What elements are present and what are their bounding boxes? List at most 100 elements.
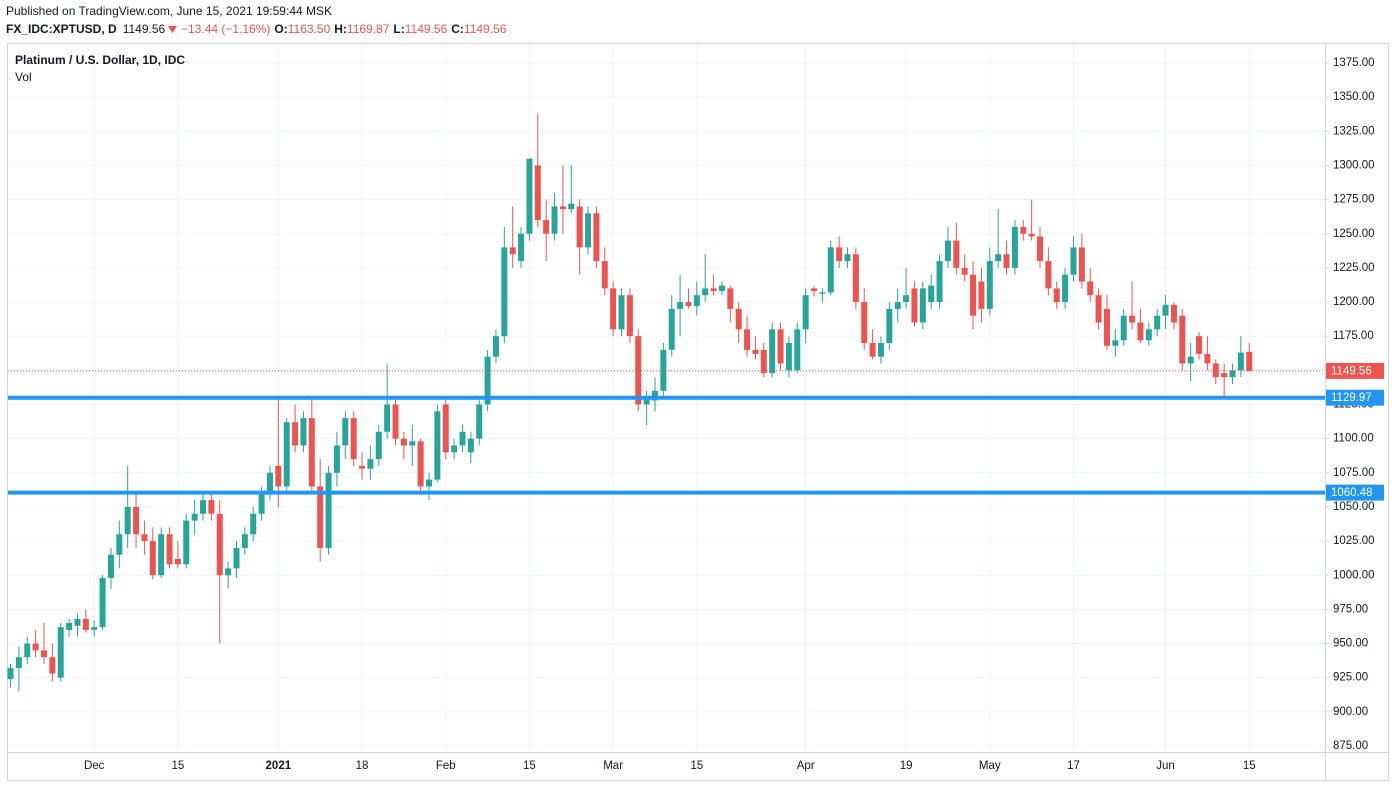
candle-body <box>57 627 64 678</box>
candle-body <box>166 534 173 565</box>
candle-body <box>434 411 441 480</box>
candle-body <box>459 431 466 446</box>
candle-body <box>1129 315 1136 323</box>
candle-body <box>82 618 89 630</box>
x-tick-label: May <box>979 760 1001 772</box>
candle-body <box>467 438 474 453</box>
candle-body <box>911 288 918 323</box>
candle-body <box>1170 304 1177 323</box>
candle-body <box>718 285 725 292</box>
candle-body <box>1196 336 1203 354</box>
low-label: L: <box>393 22 404 36</box>
candle-body <box>1011 226 1018 268</box>
candle-body <box>785 343 792 371</box>
y-tick-label: 1350.00 <box>1333 91 1375 103</box>
y-tick-label: 1050.00 <box>1333 501 1375 513</box>
candle-body <box>409 441 416 446</box>
candle-body <box>225 568 232 576</box>
level-label: 1060.48 <box>1331 487 1373 499</box>
y-tick-label: 1100.00 <box>1333 433 1374 445</box>
candle-body <box>133 506 140 535</box>
candle-body <box>400 438 407 446</box>
candle-body <box>744 329 751 350</box>
candle-body <box>886 308 893 344</box>
last-price-label: 1149.56 <box>1331 365 1372 377</box>
frame <box>7 43 1389 781</box>
candle-body <box>610 288 617 330</box>
x-tick-label: Jun <box>1156 760 1175 772</box>
candle-body <box>501 247 508 337</box>
grid <box>8 44 1329 752</box>
candle-body <box>1053 288 1060 303</box>
candle-body <box>1204 353 1211 364</box>
candle-body <box>1179 315 1186 364</box>
candle-body <box>1187 356 1194 364</box>
x-tick-label: 17 <box>1067 760 1080 772</box>
candle-body <box>250 513 257 535</box>
candle-body <box>484 356 491 405</box>
candle-body <box>74 618 81 626</box>
y-tick-label: 1225.00 <box>1333 262 1375 274</box>
candle-body <box>208 500 215 514</box>
candle-body <box>426 479 432 487</box>
candle-body <box>635 336 642 405</box>
candle-body <box>1070 247 1077 275</box>
candle-body <box>1112 340 1119 346</box>
symbol-line: FX_IDC:XPTUSD, D 1149.56 <box>6 22 166 36</box>
candle-body <box>534 165 541 221</box>
candle-body <box>158 534 165 576</box>
y-tick-label: 1175.00 <box>1333 330 1374 342</box>
candle-body <box>24 643 31 658</box>
candle-body <box>308 418 315 487</box>
candle-body <box>1087 281 1094 296</box>
candle-body <box>769 329 776 374</box>
candle-body <box>241 534 248 548</box>
candle-body <box>961 267 968 275</box>
plot <box>7 113 1325 692</box>
candle-body <box>216 513 223 576</box>
down-arrow <box>168 26 177 33</box>
x-tick-label: Dec <box>84 760 105 772</box>
candle-body <box>576 206 583 248</box>
candle-body <box>1145 329 1152 341</box>
candle-body <box>760 349 767 374</box>
candle-body <box>1020 226 1027 234</box>
candle-body <box>643 397 650 405</box>
candle-body <box>995 254 1002 262</box>
candle-body <box>191 513 198 521</box>
symbol: FX_IDC:XPTUSD, D <box>6 22 117 36</box>
candle-body <box>1045 261 1052 289</box>
candle-body <box>668 308 675 350</box>
candle-body <box>266 472 273 494</box>
candle-body <box>685 302 692 307</box>
level-box <box>1326 389 1384 406</box>
candle-body <box>794 329 801 371</box>
last-price-box <box>1326 362 1384 379</box>
candle-body <box>852 254 859 303</box>
candle-body <box>283 422 290 487</box>
candle-body <box>693 295 700 307</box>
candle-body <box>1095 295 1102 323</box>
published: Published on TradingView.com, June 15, 2… <box>6 4 332 18</box>
candle-body <box>618 295 625 330</box>
candle-body <box>928 285 935 303</box>
y-tick-label: 1325.00 <box>1333 125 1375 137</box>
level-box <box>1326 484 1384 501</box>
y-tick-label: 1025.00 <box>1333 535 1375 547</box>
close-label: C: <box>451 22 464 36</box>
high-label: H: <box>334 22 347 36</box>
candle-body <box>451 445 458 453</box>
y-tick-label: 1275.00 <box>1333 194 1375 206</box>
level-label: 1129.97 <box>1331 392 1372 404</box>
x-tick-label: 15 <box>523 760 536 772</box>
candle-body <box>802 295 809 330</box>
candle-body <box>1154 315 1161 330</box>
ohlc-line: −13.44 (−1.16%) O:1163.50 H:1169.87 L:1149.… <box>181 22 507 36</box>
candle-body <box>476 404 483 439</box>
candle-body <box>819 292 826 294</box>
candle-body <box>350 418 357 460</box>
candle-body <box>141 534 148 542</box>
candle-body <box>894 302 901 309</box>
candle-body <box>518 233 525 262</box>
